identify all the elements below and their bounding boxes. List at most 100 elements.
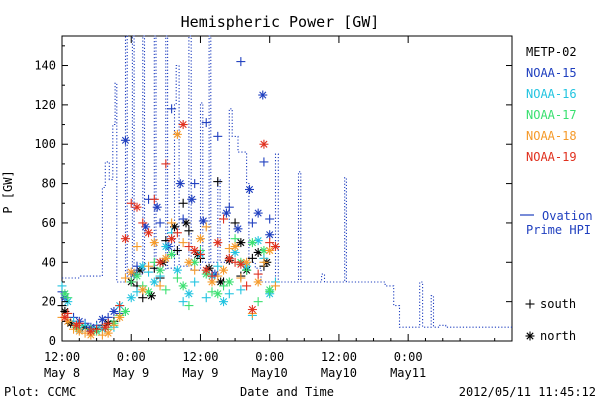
south-point-noaa-16	[201, 293, 211, 303]
north-point-noaa-18	[149, 238, 159, 248]
x-tick-label-date: May10	[252, 366, 288, 380]
legend-entry-noaa-18: NOAA-18	[526, 129, 577, 143]
south-point-noaa-19	[195, 249, 205, 259]
north-point-noaa-18	[195, 234, 205, 244]
north-point-noaa-17	[167, 249, 177, 259]
south-point-noaa-18	[120, 273, 130, 283]
north-point-noaa-15	[120, 135, 130, 145]
south-point-noaa-15	[213, 131, 223, 141]
x-tick-label-date: May 9	[113, 366, 149, 380]
north-point-noaa-17	[155, 265, 165, 275]
ovation-hpi-layer	[62, 35, 512, 328]
y-tick-label: 140	[34, 59, 56, 73]
y-axis-label: P [GW]	[1, 170, 15, 213]
north-point-metp-02	[236, 238, 246, 248]
legend-entry-noaa-19: NOAA-19	[526, 150, 577, 164]
north-point-noaa-19	[247, 305, 257, 315]
north-point-noaa-18	[265, 245, 275, 255]
south-point-noaa-18	[270, 281, 280, 291]
north-point-noaa-15	[152, 202, 162, 212]
north-point-noaa-17	[132, 271, 142, 281]
legend-entry-noaa-15: NOAA-15	[526, 66, 577, 80]
north-point-noaa-17	[178, 281, 188, 291]
north-point-noaa-15	[198, 216, 208, 226]
north-point-noaa-15	[97, 314, 107, 324]
south-point-noaa-16	[132, 287, 142, 297]
south-point-noaa-19	[149, 194, 159, 204]
south-point-noaa-16	[236, 285, 246, 295]
south-point-noaa-18	[155, 281, 165, 291]
north-point-noaa-19	[213, 238, 223, 248]
south-point-metp-02	[184, 226, 194, 236]
north-point-noaa-18	[184, 257, 194, 267]
legend-entry-noaa-17: NOAA-17	[526, 108, 577, 122]
north-point-noaa-19	[224, 253, 234, 263]
south-point-noaa-19	[115, 301, 125, 311]
south-point-noaa-15	[265, 214, 275, 224]
south-point-noaa-19	[242, 281, 252, 291]
north-point-noaa-18	[161, 253, 171, 263]
north-point-noaa-19	[270, 242, 280, 252]
north-point-noaa-15	[187, 194, 197, 204]
north-point-noaa-17	[60, 289, 70, 299]
south-point-noaa-15	[201, 118, 211, 128]
x-tick-label-time: 12:00	[321, 350, 357, 364]
north-point-noaa-19	[236, 259, 246, 269]
x-tick-label-time: 12:00	[182, 350, 218, 364]
north-point-noaa-15	[221, 208, 231, 218]
y-tick-label: 0	[49, 334, 56, 348]
south-point-noaa-18	[97, 330, 107, 340]
ovation-legend-label-2: Prime HPI	[526, 223, 591, 237]
south-point-noaa-16	[224, 289, 234, 299]
north-point-metp-02	[216, 277, 226, 287]
north-point-noaa-15	[253, 208, 263, 218]
south-point-metp-02	[172, 245, 182, 255]
y-tick-label: 60	[42, 216, 56, 230]
x-tick-label-date: May11	[390, 366, 426, 380]
south-point-noaa-18	[167, 218, 177, 228]
x-tick-label-date: May 8	[44, 366, 80, 380]
series-noaa-18	[57, 129, 280, 340]
north-point-noaa-17	[190, 257, 200, 267]
north-point-noaa-15	[245, 184, 254, 194]
south-point-metp-02	[138, 293, 148, 303]
x-tick-label-date: May 9	[182, 366, 218, 380]
south-point-noaa-15	[236, 57, 246, 67]
footer-plot-source: Plot: CCMC	[4, 385, 76, 399]
north-point-noaa-15	[109, 306, 119, 316]
south-point-noaa-18	[259, 257, 269, 267]
south-point-noaa-17	[161, 285, 171, 295]
south-point-noaa-17	[184, 301, 194, 311]
north-point-noaa-17	[265, 285, 275, 295]
north-point-noaa-17	[224, 277, 234, 287]
north-point-noaa-17	[213, 289, 223, 299]
south-point-noaa-16	[57, 281, 67, 291]
south-point-noaa-18	[190, 265, 200, 275]
y-tick-label: 100	[34, 137, 56, 151]
south-point-noaa-16	[178, 297, 188, 307]
marker-legend-label-south: south	[540, 297, 576, 311]
north-point-noaa-18	[138, 285, 148, 295]
south-point-noaa-18	[236, 273, 246, 283]
ovation-legend-label-1: Ovation	[542, 209, 593, 223]
x-tick-label-time: 12:00	[44, 350, 80, 364]
south-point-noaa-19	[138, 218, 148, 228]
footer-timestamp: 2012/05/11 11:45:12	[459, 385, 596, 399]
south-point-noaa-17	[230, 234, 240, 244]
x-tick-label-time: 0:00	[394, 350, 423, 364]
x-tick-label-time: 0:00	[117, 350, 146, 364]
north-point-noaa-19	[178, 120, 188, 130]
south-point-noaa-15	[155, 218, 165, 228]
south-point-noaa-18	[80, 328, 90, 338]
south-point-noaa-18	[201, 222, 211, 232]
axes-layer: 0 20 40 60 80 100 120 140 12:00 May 8 0:00 May 9 12:…	[34, 36, 512, 380]
north-point-noaa-19	[167, 234, 177, 244]
south-point-noaa-16	[213, 261, 223, 271]
south-point-noaa-18	[144, 261, 154, 271]
south-point-noaa-19	[184, 242, 194, 252]
north-point-noaa-19	[100, 322, 110, 332]
north-point-noaa-16	[161, 242, 171, 252]
north-point-noaa-18	[230, 242, 240, 252]
south-point-noaa-17	[172, 273, 182, 283]
south-point-metp-02	[247, 253, 257, 263]
